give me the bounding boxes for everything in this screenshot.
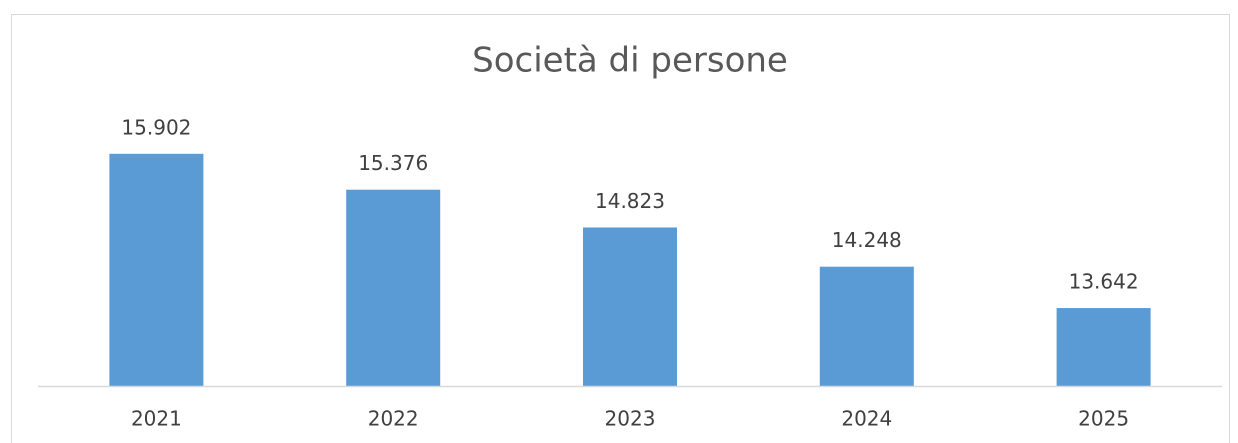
x-tick-label: 2023 bbox=[605, 407, 656, 431]
x-tick-label: 2025 bbox=[1078, 407, 1129, 431]
bar bbox=[1056, 308, 1151, 386]
bar bbox=[819, 266, 914, 386]
x-tick-label: 2024 bbox=[841, 407, 892, 431]
chart-title: Società di persone bbox=[472, 41, 788, 81]
data-label: 14.823 bbox=[595, 189, 665, 213]
data-label: 13.642 bbox=[1069, 270, 1139, 294]
x-tick-label: 2021 bbox=[131, 407, 182, 431]
data-label: 15.376 bbox=[358, 151, 428, 175]
bar bbox=[346, 189, 441, 386]
data-label: 14.248 bbox=[832, 228, 902, 252]
x-tick-label: 2022 bbox=[368, 407, 419, 431]
bar bbox=[109, 153, 204, 386]
bar bbox=[583, 227, 677, 386]
data-label: 15.902 bbox=[121, 115, 191, 139]
